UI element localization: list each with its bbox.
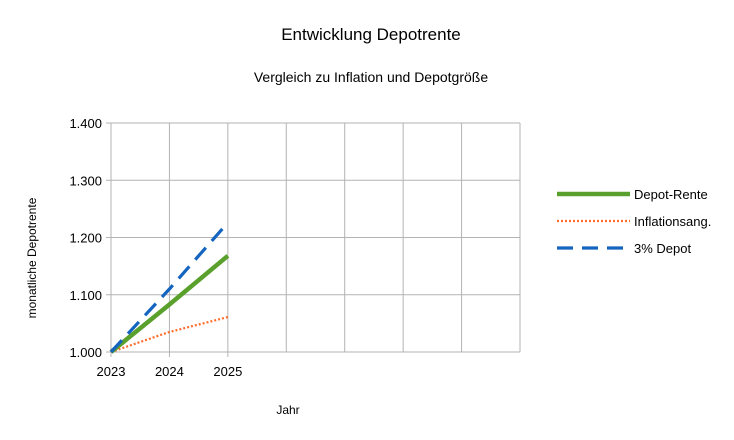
x-axis-label: Jahr: [276, 403, 299, 417]
chart-title: Entwicklung Depotrente: [281, 25, 461, 44]
y-tick-label: 1.200: [69, 231, 102, 246]
y-tick-label: 1.300: [69, 173, 102, 188]
series-line-inflationsang: [110, 316, 229, 354]
chart-subtitle: Vergleich zu Inflation und Depotgröße: [254, 69, 488, 85]
legend-label: Depot-Rente: [634, 187, 708, 202]
series-lines: [109, 221, 230, 354]
series-line-depot-rente: [109, 254, 230, 354]
y-tick-label: 1.000: [69, 345, 102, 360]
legend-label: 3% Depot: [634, 241, 691, 256]
y-tick-label: 1.400: [69, 116, 102, 131]
legend: Depot-Rente Inflationsang. 3% Depot: [557, 187, 711, 256]
y-axis-label: monatliche Depotrente: [25, 197, 39, 318]
x-tick-label: 2025: [213, 364, 242, 379]
y-axis-ticks: 1.000 1.100 1.200 1.300 1.400: [69, 116, 111, 360]
y-tick-label: 1.100: [69, 288, 102, 303]
series-line-3-depot: [109, 221, 230, 354]
x-axis-ticks: 2023 2024 2025: [97, 352, 242, 379]
x-tick-label: 2023: [97, 364, 126, 379]
plot-area: [110, 122, 521, 353]
legend-label: Inflationsang.: [634, 214, 711, 229]
x-tick-label: 2024: [155, 364, 184, 379]
